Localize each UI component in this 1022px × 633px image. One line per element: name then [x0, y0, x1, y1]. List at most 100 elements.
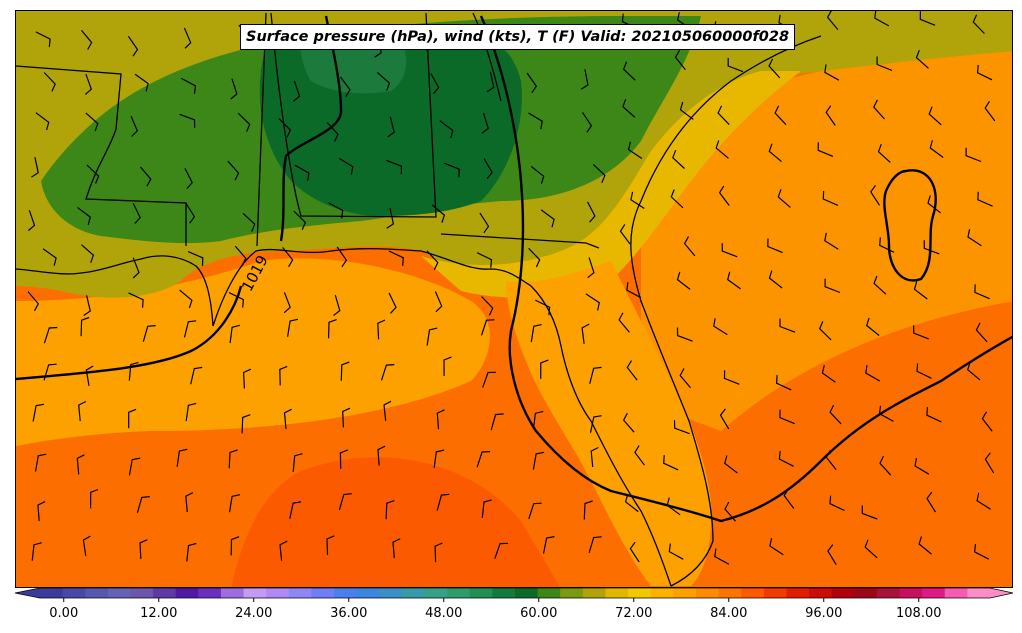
wind-barb — [825, 105, 836, 126]
wind-barb — [724, 501, 736, 522]
wind-barb — [774, 105, 787, 126]
wind-barb — [916, 363, 932, 379]
wind-barb — [342, 407, 351, 428]
colorbar-swatch — [695, 588, 720, 598]
wind-barb — [626, 360, 638, 381]
wind-barb — [582, 112, 593, 133]
wind-barb — [128, 457, 141, 476]
wind-barb — [130, 115, 139, 137]
colorbar-swatch — [175, 588, 199, 598]
wind-barb — [85, 112, 99, 132]
wind-barb — [727, 271, 741, 290]
wind-barb — [388, 250, 404, 266]
colorbar-swatch — [153, 588, 177, 598]
colorbar-swatch — [311, 588, 335, 598]
colorbar-swatch — [288, 588, 312, 598]
wind-barb — [37, 501, 46, 522]
wind-barb — [775, 375, 792, 391]
colorbar-tick-label: 24.00 — [235, 606, 272, 621]
colorbar-swatch — [831, 588, 855, 598]
wind-barb — [683, 236, 696, 257]
wind-barb — [583, 500, 593, 520]
wind-barb — [778, 450, 794, 467]
wind-barb — [326, 535, 335, 556]
wind-barb — [140, 166, 152, 187]
wind-barb — [78, 400, 87, 422]
wind-barb — [229, 324, 240, 344]
wind-barb — [918, 536, 932, 555]
wind-barb — [865, 365, 880, 382]
wind-barb — [282, 247, 294, 268]
wind-barb — [436, 493, 450, 511]
colorbar-swatches — [14, 587, 1014, 599]
wind-barb — [83, 295, 91, 316]
wind-barb — [622, 98, 636, 118]
wind-barb — [879, 237, 895, 253]
colorbar-swatch — [560, 588, 584, 598]
wind-barb — [824, 232, 839, 250]
map-panel: 1019 Surface pressure (hPa), wind (kts),… — [15, 10, 1013, 588]
wind-barb — [139, 539, 148, 559]
wind-barb — [85, 365, 94, 387]
wind-barb — [914, 458, 930, 475]
wind-barb — [590, 446, 599, 468]
colorbar-swatch — [763, 588, 787, 598]
wind-barb — [228, 449, 238, 469]
wind-barb — [928, 106, 942, 126]
wind-barb — [230, 536, 240, 556]
wind-barb — [134, 73, 149, 92]
wind-barb — [587, 257, 595, 279]
wind-barb — [666, 497, 681, 516]
colorbar-swatch — [62, 588, 86, 598]
wind-barb — [718, 185, 730, 206]
colorbar-swatch — [854, 588, 878, 598]
wind-barb — [829, 495, 845, 512]
wind-barb — [136, 496, 150, 513]
wind-barb — [586, 201, 596, 223]
wind-barb — [185, 202, 196, 224]
wind-barb — [721, 243, 738, 258]
wind-barb — [965, 147, 982, 163]
wind-barb — [80, 316, 90, 337]
wind-barb — [179, 113, 196, 128]
wind-barb — [873, 99, 885, 120]
wind-barb — [926, 407, 942, 423]
wind-barb — [627, 141, 643, 159]
wind-barb — [35, 31, 51, 48]
wind-barb — [383, 400, 392, 421]
wind-barb — [28, 210, 36, 231]
wind-barb — [43, 326, 58, 344]
colorbar-swatch — [944, 588, 968, 598]
wind-barb — [663, 455, 679, 471]
wind-barb — [532, 451, 545, 470]
wind-barb — [622, 412, 635, 433]
wind-barb — [861, 505, 878, 520]
colorbar-swatch — [922, 588, 946, 598]
wind-barb — [876, 56, 893, 71]
wind-barb — [672, 149, 685, 169]
wind-barb — [919, 11, 936, 26]
colorbar-tick-label: 72.00 — [615, 606, 652, 621]
colorbar-ticks: 0.00 12.00 24.00 36.00 48.00 60.00 72.00 84.00 9… — [49, 598, 942, 621]
wind-barb — [874, 11, 890, 27]
colorbar-swatch — [424, 588, 448, 598]
wind-barb — [779, 409, 795, 425]
wind-barb — [824, 64, 840, 81]
wind-barb — [967, 361, 981, 381]
wind-barb — [486, 71, 495, 93]
wind-barb — [27, 291, 40, 312]
wind-barbs — [27, 11, 996, 566]
wind-barb — [481, 296, 494, 316]
coastal-yellow-band — [421, 71, 801, 298]
colorbar-min-extension — [15, 588, 40, 598]
wind-barb — [336, 246, 348, 268]
wind-barb — [630, 191, 645, 210]
wind-barb — [386, 159, 402, 175]
wind-barb — [817, 142, 834, 157]
wind-barb — [184, 168, 193, 190]
colorbar-tick-label: 96.00 — [805, 606, 842, 621]
colorbar-swatch — [107, 588, 131, 598]
wind-barb — [479, 212, 490, 234]
wind-barb — [227, 160, 240, 181]
wind-barb — [984, 100, 996, 122]
